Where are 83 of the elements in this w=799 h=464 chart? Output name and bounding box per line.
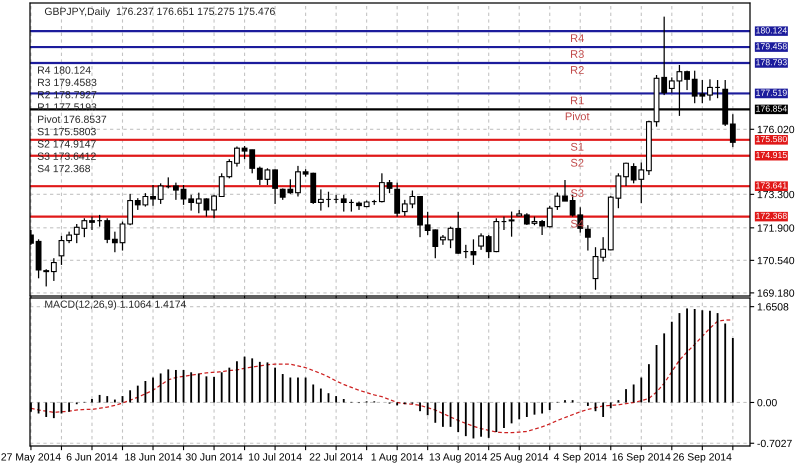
annotation: R4 180.124 (38, 66, 91, 74)
y-tick-label: -0.7027 (757, 440, 792, 448)
annotation: R2 (571, 66, 584, 74)
candlestick (104, 218, 110, 244)
annotation: S2 (570, 158, 584, 167)
candlestick (462, 244, 469, 259)
annotation: S1 175.5803 (38, 128, 96, 136)
ref-line-label: 174.915 (756, 152, 787, 158)
y-tick-label: 0.00 (757, 398, 777, 406)
candlestick (226, 158, 232, 179)
x-tick-label: 27 May 2014 (1, 453, 61, 463)
candlestick (394, 182, 400, 218)
x-tick-label: 13 Aug 2014 (430, 453, 488, 463)
x-tick-label: 1 Aug 2014 (372, 453, 424, 463)
chart-title: MACD(12,26,9) 1.1064 1.4174 (45, 300, 186, 310)
candlestick (371, 199, 378, 206)
y-tick-label: 173.300 (758, 190, 794, 198)
candlestick (508, 210, 515, 238)
ref-line-label: 173.641 (756, 182, 787, 189)
x-tick-label: 22 Jul 2014 (310, 452, 363, 461)
ref-line-label: 179.458 (756, 43, 787, 50)
candlestick (692, 70, 698, 104)
candlestick (699, 79, 706, 104)
x-tick-label: 30 Jun 2014 (186, 453, 242, 461)
annotation: S2 174.9147 (38, 140, 96, 148)
annotation: Pivot (566, 112, 590, 120)
candlestick (165, 176, 172, 189)
candlestick (707, 78, 713, 102)
y-tick-label: 176.020 (758, 126, 794, 134)
y-tick-label: 170.540 (758, 256, 794, 264)
candlestick (714, 79, 720, 99)
annotation: S3 (570, 189, 584, 198)
x-tick-label: 18 Jun 2014 (125, 453, 182, 461)
y-tick-label: 171.900 (758, 224, 794, 232)
annotation: S1 (570, 142, 584, 151)
ref-line-label: 177.519 (756, 90, 787, 96)
candlestick (249, 148, 256, 174)
candlestick (318, 188, 324, 212)
candlestick (478, 232, 484, 250)
candlestick (546, 205, 553, 228)
line-series (30, 319, 734, 434)
ref-line-label: 176.854 (756, 106, 787, 112)
candlestick (196, 192, 202, 214)
x-tick-label: 26 Sep 2014 (673, 453, 732, 463)
candlestick (96, 214, 103, 228)
candlestick (43, 268, 50, 288)
x-tick-label: 4 Sep 2014 (554, 453, 607, 463)
candlestick (638, 162, 644, 204)
candlestick (256, 166, 263, 186)
x-tick-label: 16 Sep 2014 (612, 453, 671, 463)
x-tick-label: 6 Jun 2014 (66, 453, 118, 461)
candlestick (432, 228, 438, 259)
y-tick-label: 1.6508 (758, 303, 788, 311)
annotation: Pivot 176.8537 (38, 115, 106, 123)
x-tick-label: 10 Jul 2014 (248, 452, 302, 461)
x-tick-label: 25 Aug 2014 (490, 453, 548, 463)
candlestick (326, 191, 332, 208)
candlestick (661, 16, 668, 96)
annotation: R1 (571, 96, 584, 104)
ref-line-label: 172.368 (756, 212, 787, 219)
candlestick (50, 258, 57, 282)
candlestick (470, 238, 476, 266)
candlestick (730, 114, 736, 148)
chart-title: GBPJPY,Daily 176.237 176.651 175.275 175.476 (44, 7, 275, 18)
annotation: R3 179.4583 (38, 78, 96, 86)
y-tick-label: 169.180 (758, 289, 794, 297)
annotation: R3 (571, 50, 584, 58)
annotation: R4 (571, 34, 584, 42)
candlestick (280, 188, 286, 200)
candlestick (486, 234, 492, 259)
candlestick (218, 172, 225, 198)
candlestick (501, 216, 507, 231)
ref-line-label: 178.793 (756, 59, 787, 66)
ref-line-label: 175.580 (756, 136, 787, 142)
candlestick (584, 224, 591, 252)
candlestick (340, 194, 347, 212)
candlestick (402, 199, 408, 216)
candlestick (134, 198, 141, 211)
candlestick (348, 198, 354, 212)
candlestick (668, 76, 675, 94)
candlestick (74, 223, 80, 244)
ref-line-label: 180.124 (756, 27, 787, 34)
annotation: S4 172.368 (38, 164, 90, 172)
